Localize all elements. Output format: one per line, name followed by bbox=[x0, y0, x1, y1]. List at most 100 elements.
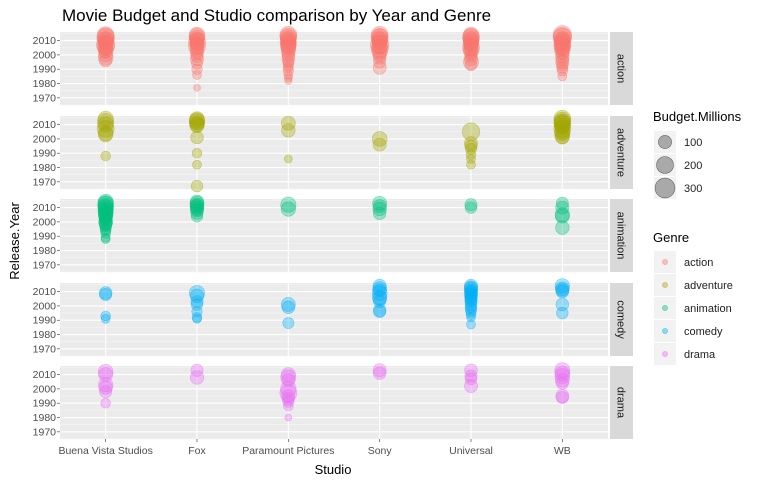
data-point bbox=[97, 125, 114, 141]
color-legend: Genre action adventure animation comedy dram… bbox=[653, 230, 733, 365]
y-tick-label: 1980 bbox=[33, 412, 57, 424]
data-point bbox=[464, 201, 478, 214]
data-point bbox=[189, 200, 205, 215]
data-point bbox=[556, 306, 569, 320]
facet-strip-label: adventure bbox=[615, 128, 627, 177]
y-tick-label: 1970 bbox=[33, 343, 57, 355]
data-point bbox=[373, 366, 387, 380]
data-point bbox=[281, 46, 296, 61]
size-legend-label: 300 bbox=[684, 183, 702, 195]
chart-title: Movie Budget and Studio comparison by Ye… bbox=[62, 6, 492, 25]
data-point bbox=[191, 57, 203, 70]
data-point bbox=[555, 391, 569, 404]
x-tick-label: Fox bbox=[188, 445, 206, 457]
data-point bbox=[99, 286, 113, 300]
data-point bbox=[188, 37, 206, 56]
data-point bbox=[98, 214, 114, 230]
y-tick-label: 1980 bbox=[33, 162, 57, 174]
y-tick-label: 2000 bbox=[33, 383, 57, 395]
data-point bbox=[464, 379, 478, 393]
data-point bbox=[100, 150, 111, 162]
data-point bbox=[464, 369, 478, 383]
data-point bbox=[554, 368, 571, 384]
facet-panels: 1970 1980 1990 2000 2010 action 1970 1980 1990 20… bbox=[33, 25, 633, 440]
data-point bbox=[282, 56, 295, 68]
data-point bbox=[463, 54, 479, 70]
data-point bbox=[190, 206, 204, 220]
data-point bbox=[190, 46, 204, 61]
data-point bbox=[466, 154, 476, 164]
y-tick-label: 1990 bbox=[33, 64, 57, 76]
y-tick-label: 1970 bbox=[33, 259, 57, 271]
data-point bbox=[190, 52, 204, 67]
panel-background bbox=[60, 116, 608, 189]
color-legend-key bbox=[654, 274, 676, 296]
data-point bbox=[464, 372, 478, 386]
data-point bbox=[372, 201, 387, 217]
facet-strip-label: comedy bbox=[615, 300, 627, 339]
y-tick-label: 2010 bbox=[33, 119, 57, 131]
data-point bbox=[284, 413, 293, 422]
data-point bbox=[464, 42, 478, 57]
data-point bbox=[100, 310, 111, 322]
data-point bbox=[373, 305, 387, 319]
data-point bbox=[96, 120, 115, 138]
size-legend-symbol bbox=[654, 177, 676, 199]
data-point bbox=[97, 50, 114, 66]
color-legend-label: adventure bbox=[684, 280, 733, 292]
data-point bbox=[555, 281, 570, 296]
size-legend-key bbox=[654, 131, 676, 153]
panel-background bbox=[60, 32, 608, 105]
data-point bbox=[554, 372, 570, 388]
data-point bbox=[98, 127, 114, 143]
data-point bbox=[190, 179, 204, 193]
data-point bbox=[283, 73, 293, 83]
data-point bbox=[282, 395, 295, 408]
facet-strip-label: animation bbox=[615, 212, 627, 260]
data-point bbox=[279, 384, 298, 403]
data-point bbox=[190, 363, 204, 377]
y-tick-label: 1990 bbox=[33, 315, 57, 327]
facet-strip bbox=[610, 32, 633, 105]
color-legend-label: action bbox=[684, 257, 713, 269]
x-axis: Buena Vista Studios Fox Paramount Pictures… bbox=[58, 439, 571, 457]
data-point bbox=[554, 207, 570, 223]
data-point bbox=[373, 206, 387, 220]
data-point bbox=[371, 131, 388, 147]
y-tick-label: 2010 bbox=[33, 286, 57, 298]
y-tick-label: 1970 bbox=[33, 426, 57, 438]
data-point bbox=[553, 37, 572, 56]
size-legend-label: 100 bbox=[684, 137, 702, 149]
data-point bbox=[190, 202, 204, 216]
x-tick-label: WB bbox=[554, 445, 571, 457]
data-point bbox=[98, 210, 113, 225]
data-point bbox=[556, 58, 569, 72]
data-point bbox=[554, 278, 570, 294]
data-point bbox=[553, 27, 572, 46]
color-legend-symbol bbox=[662, 282, 668, 288]
y-axis-title: Release.Year bbox=[7, 202, 22, 280]
size-legend-label: 200 bbox=[684, 160, 702, 172]
x-tick-label: Universal bbox=[449, 445, 493, 457]
data-point bbox=[282, 317, 295, 329]
y-tick-label: 1980 bbox=[33, 245, 57, 257]
data-point bbox=[372, 137, 387, 152]
facet-strip bbox=[610, 283, 633, 356]
size-legend-symbol bbox=[656, 156, 674, 174]
color-legend-key bbox=[654, 343, 676, 365]
facet-panel-animation: 1970 1980 1990 2000 2010 animation bbox=[33, 193, 633, 273]
data-point bbox=[465, 306, 477, 318]
y-tick-label: 1980 bbox=[33, 78, 57, 90]
data-point bbox=[100, 313, 111, 324]
data-point bbox=[553, 114, 572, 132]
y-tick-label: 2000 bbox=[33, 49, 57, 61]
data-point bbox=[188, 27, 206, 45]
data-point bbox=[372, 40, 387, 55]
data-point bbox=[280, 115, 296, 131]
data-point bbox=[191, 306, 203, 318]
y-tick-label: 2010 bbox=[33, 35, 57, 47]
data-point bbox=[556, 61, 569, 74]
data-point bbox=[555, 42, 570, 57]
data-point bbox=[555, 220, 570, 235]
data-point bbox=[283, 62, 294, 73]
